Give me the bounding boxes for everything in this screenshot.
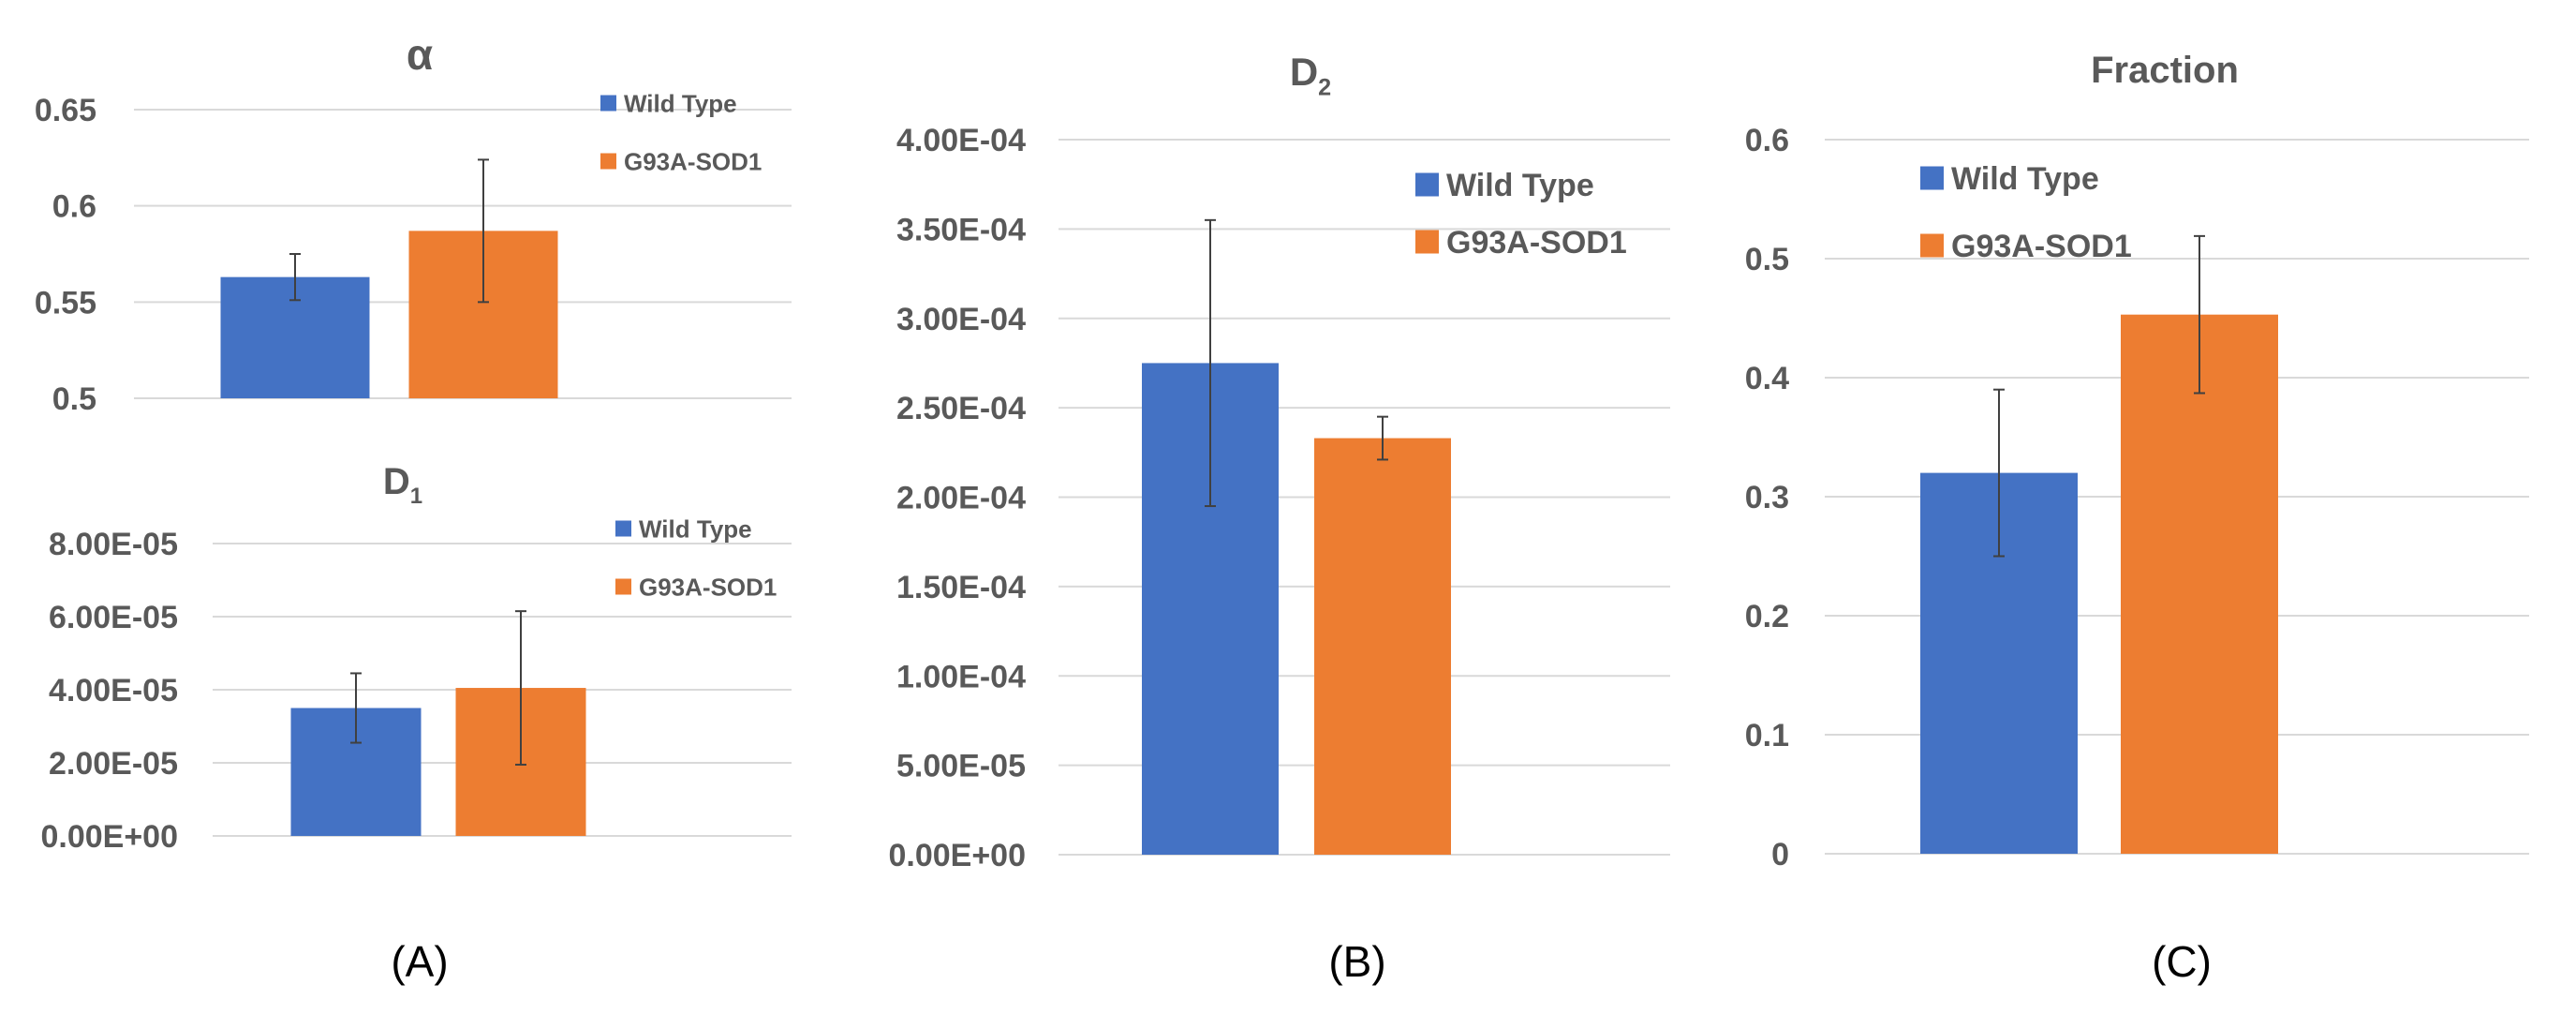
error-bar (478, 158, 489, 304)
legend-label-wild-type: Wild Type (1951, 161, 2099, 197)
y-tick-label: 4.00E-05 (49, 673, 178, 708)
legend-swatch-g93a-sod1 (615, 578, 631, 595)
legend-swatch-wild-type (1415, 172, 1439, 197)
chart-title: α (407, 30, 433, 79)
chart-d2: 0.00E+00 5.00E-05 1.00E-04 1.50E-04 2.00E-04… (888, 50, 1670, 873)
y-tick-label: 6.00E-05 (49, 600, 178, 635)
chart-title-subscript: 2 (1318, 75, 1331, 101)
y-tick-label: 0.4 (1745, 361, 1789, 396)
legend-label-wild-type: Wild Type (1446, 168, 1594, 203)
y-tick-label: 0.2 (1745, 599, 1789, 634)
legend-swatch-g93a-sod1 (600, 153, 616, 170)
legend-label-g93a-sod1: G93A-SOD1 (639, 573, 777, 601)
y-tick-label: 1.00E-04 (896, 659, 1026, 694)
y-tick-label: 0.5 (1745, 242, 1789, 277)
legend-label-g93a-sod1: G93A-SOD1 (624, 147, 762, 175)
error-bar (1377, 415, 1388, 461)
y-tick-label: 2.00E-05 (49, 746, 178, 782)
y-tick-label: 0.00E+00 (888, 838, 1026, 873)
error-bar (350, 672, 362, 744)
panel-label-b: (B) (1328, 937, 1385, 986)
error-bar (1205, 218, 1216, 508)
panel-label-c: (C) (2152, 937, 2212, 986)
y-tick-label: 3.00E-04 (896, 302, 1026, 337)
chart-d1: 0.00E+00 2.00E-05 4.00E-05 6.00E-05 8.00E-05… (40, 461, 792, 855)
panel-label-a: (A) (391, 937, 448, 986)
bar-g93a-sod1 (1314, 438, 1451, 855)
legend-swatch-g93a-sod1 (1415, 230, 1439, 254)
legend-swatch-g93a-sod1 (1920, 233, 1944, 258)
y-tick-label: 3.50E-04 (896, 212, 1026, 247)
y-tick-label: 5.00E-05 (896, 749, 1026, 784)
error-bar (1993, 388, 2005, 558)
legend-swatch-wild-type (1920, 166, 1944, 190)
y-tick-label: 0 (1771, 837, 1789, 872)
chart-title: D2 (1290, 50, 1331, 101)
y-tick-label: 1.50E-04 (896, 570, 1026, 605)
error-bar (2194, 234, 2205, 395)
legend-label-g93a-sod1: G93A-SOD1 (1951, 229, 2132, 264)
y-tick-label: 2.50E-04 (896, 391, 1026, 426)
y-tick-label: 0.1 (1745, 718, 1789, 753)
error-bar (515, 610, 526, 766)
y-tick-label: 0.00E+00 (40, 819, 178, 855)
y-tick-label: 0.55 (35, 285, 96, 321)
bar-g93a-sod1 (2121, 314, 2278, 854)
y-tick-label: 0.5 (52, 381, 96, 417)
legend-label-wild-type: Wild Type (624, 89, 737, 117)
chart-title-subscript: 1 (410, 484, 422, 509)
y-tick-label: 4.00E-04 (896, 123, 1026, 158)
legend-label-wild-type: Wild Type (639, 514, 752, 543)
error-bar (289, 253, 301, 302)
y-tick-label: 0.3 (1745, 480, 1789, 515)
y-tick-label: 2.00E-04 (896, 481, 1026, 516)
chart-alpha: 0.5 0.55 0.6 0.65 α Wild Type G93A-SOD1 (35, 30, 792, 417)
y-tick-label: 8.00E-05 (49, 527, 178, 562)
legend-swatch-wild-type (600, 95, 616, 112)
legend-label-g93a-sod1: G93A-SOD1 (1446, 225, 1627, 261)
y-tick-label: 0.6 (52, 189, 96, 225)
legend-swatch-wild-type (615, 520, 631, 537)
chart-fraction: 0 0.1 0.2 0.3 0.4 0.5 0.6 Fraction Wild Type G93A… (1745, 50, 2529, 872)
y-tick-label: 0.65 (35, 93, 96, 128)
chart-title: Fraction (2091, 50, 2239, 91)
y-tick-label: 0.6 (1745, 123, 1789, 158)
chart-title: D1 (383, 461, 422, 509)
